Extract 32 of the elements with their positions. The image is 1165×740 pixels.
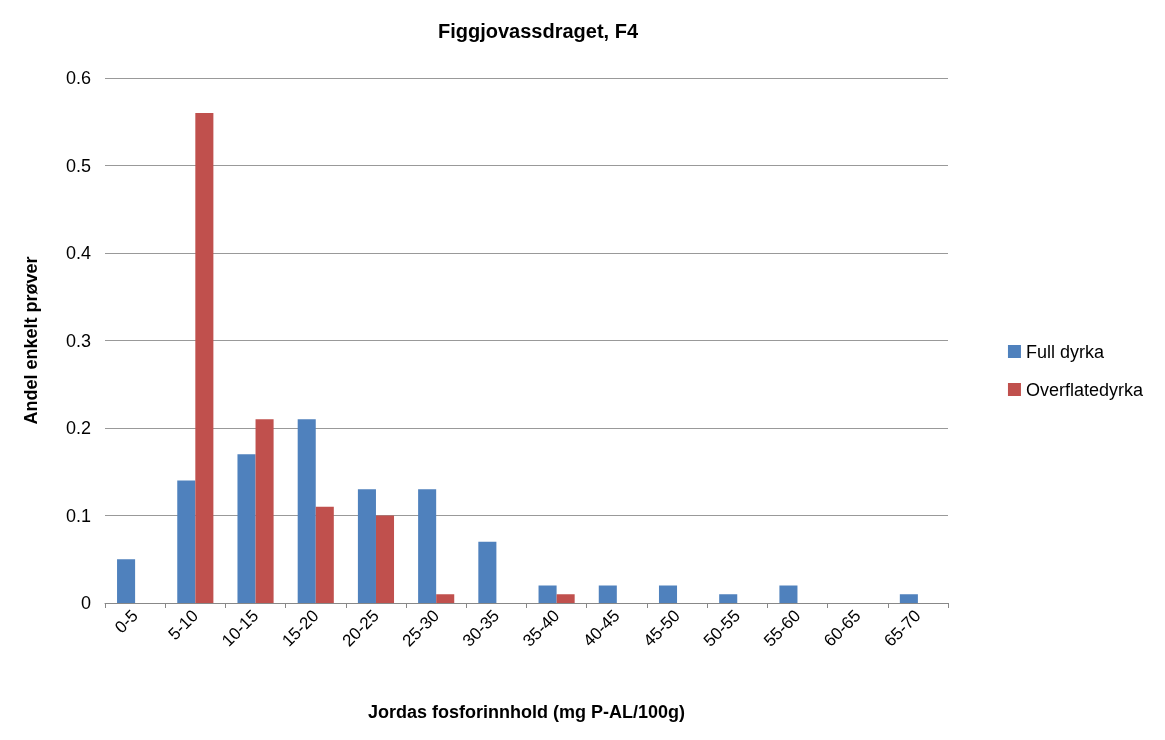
y-tick-label: 0 (80, 593, 91, 613)
bar (436, 594, 455, 603)
bar (418, 489, 437, 603)
bar (538, 585, 557, 603)
bar (658, 585, 678, 603)
bar (719, 594, 738, 603)
y-tick-label: 0.3 (65, 330, 91, 351)
y-tick-label: 0.2 (65, 418, 91, 438)
bar (297, 419, 316, 603)
y-tick-label: 0.6 (65, 68, 91, 88)
y-tick-label: 0.4 (65, 243, 91, 263)
bar (255, 419, 274, 603)
x-tick-label: 0-5 (111, 606, 142, 638)
bar (899, 594, 918, 603)
bar (779, 585, 798, 603)
bar (478, 541, 497, 603)
chart-title: Figgjovassdraget, F4 (437, 20, 639, 42)
bar (556, 594, 575, 603)
bar (177, 480, 196, 603)
legend-label: Full dyrka (1025, 341, 1105, 362)
y-axis-title: Andel enkelt prøver (21, 256, 41, 425)
bar (315, 506, 334, 603)
bar (237, 454, 256, 603)
bar (375, 515, 395, 603)
y-tick-label: 0.1 (65, 505, 91, 526)
bar (117, 559, 136, 603)
legend-label: Overflatedyrka (1025, 379, 1144, 400)
y-tick-label: 0.5 (65, 155, 91, 176)
bar (598, 585, 617, 603)
bar (357, 489, 376, 603)
bar (195, 113, 214, 603)
x-axis-title: Jordas fosforinnhold (mg P-AL/100g) (367, 702, 686, 722)
